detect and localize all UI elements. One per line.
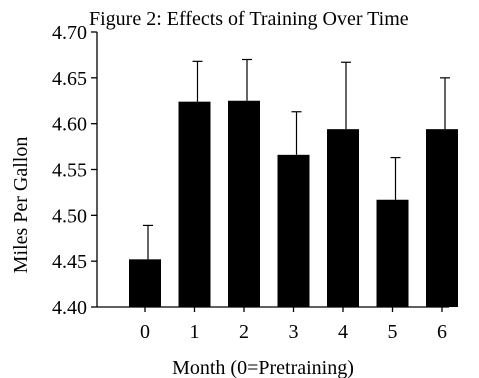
x-tick-label: 3: [289, 321, 299, 343]
x-axis-ticks: 0 1 2 3 4 5 6: [140, 307, 447, 343]
x-tick-label: 5: [388, 321, 398, 343]
y-axis-ticks: 4.40 4.45 4.50 4.55 4.60 4.65 4.70: [52, 22, 97, 319]
x-axis-label: Month (0=Pretraining): [172, 357, 354, 378]
bar: [426, 129, 458, 307]
x-tick-label: 4: [338, 321, 348, 343]
y-axis-label: Miles Per Gallon: [10, 137, 32, 274]
y-tick-label: 4.40: [52, 297, 87, 319]
y-tick-label: 4.60: [52, 114, 87, 136]
y-tick-label: 4.50: [52, 205, 87, 227]
y-tick-label: 4.55: [52, 160, 87, 182]
bar: [129, 259, 161, 307]
y-tick-label: 4.45: [52, 251, 87, 273]
y-tick-label: 4.70: [52, 22, 87, 44]
x-tick-label: 2: [239, 321, 249, 343]
bars: [129, 100, 458, 308]
error-bars: [143, 58, 450, 260]
bar: [376, 199, 409, 307]
bar: [178, 101, 211, 308]
bar: [228, 100, 260, 307]
x-tick-label: 6: [437, 321, 447, 343]
x-tick-label: 0: [140, 321, 150, 343]
x-tick-label: 1: [190, 321, 200, 343]
chart-title: Figure 2: Effects of Training Over Time: [89, 8, 409, 30]
y-tick-label: 4.65: [52, 68, 87, 90]
bar: [277, 154, 310, 307]
bar: [327, 129, 359, 307]
